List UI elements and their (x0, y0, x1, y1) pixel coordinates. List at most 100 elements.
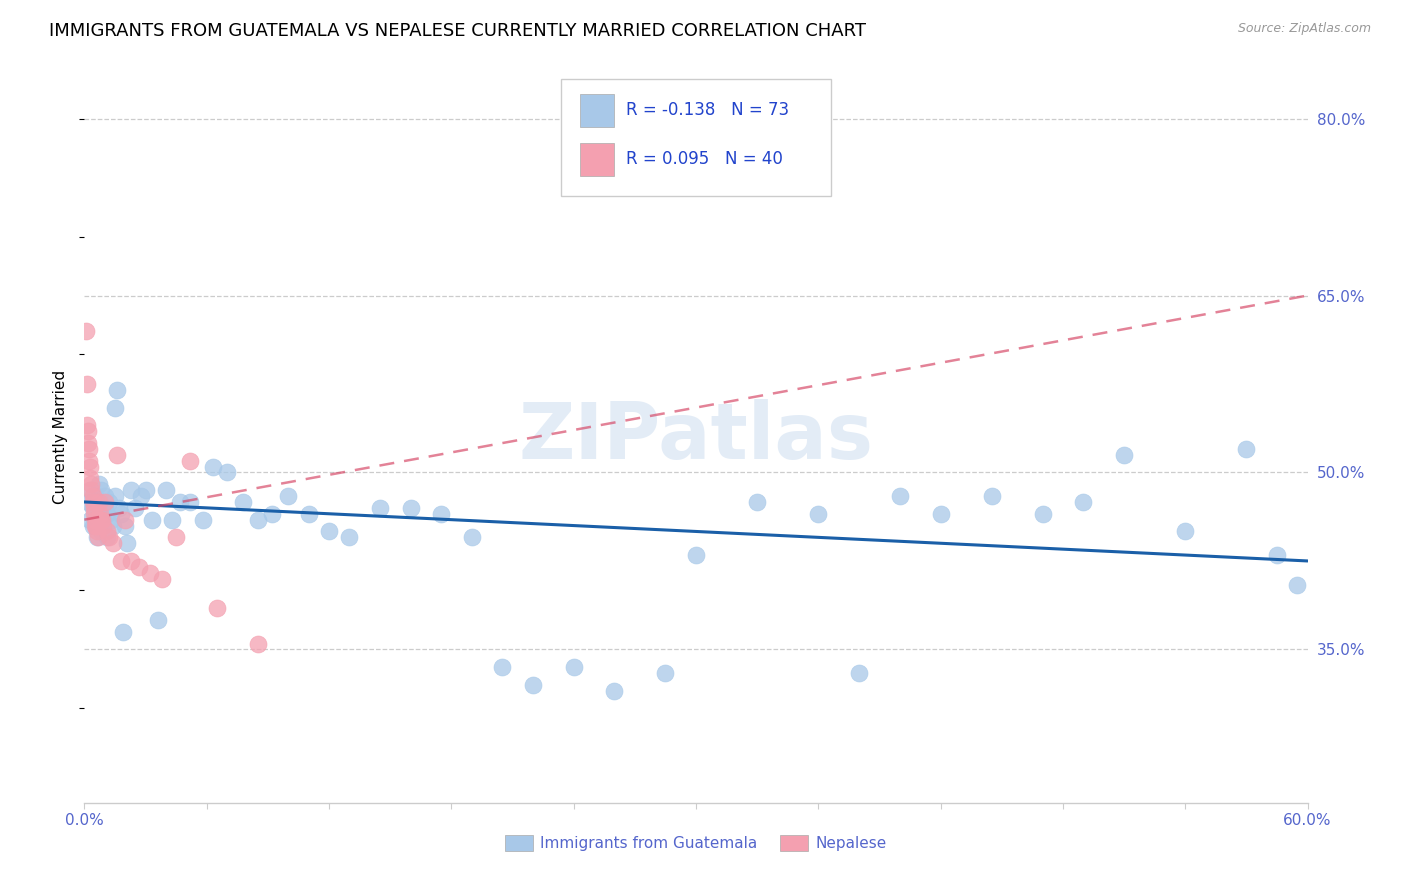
Point (83, 507, 105, 521)
Point (1174, 524, 1197, 539)
Point (96, 530, 118, 544)
Point (160, 513, 183, 527)
Point (169, 495, 191, 509)
Point (1073, 495, 1095, 509)
Point (246, 513, 269, 527)
Point (86, 524, 108, 539)
Point (298, 507, 321, 521)
Point (86, 495, 108, 509)
Point (84, 518, 107, 533)
Point (889, 489, 911, 503)
Point (105, 448, 128, 462)
Point (91, 507, 114, 521)
Point (131, 489, 153, 503)
Point (100, 513, 122, 527)
Point (82, 518, 104, 533)
Text: R = -0.138   N = 73: R = -0.138 N = 73 (626, 101, 789, 120)
Point (461, 530, 484, 544)
Point (101, 536, 124, 550)
Point (1265, 548, 1288, 562)
Point (105, 383, 128, 397)
Point (86, 530, 108, 544)
Point (75, 324, 97, 338)
Point (138, 566, 160, 580)
Point (90, 513, 112, 527)
Point (277, 489, 299, 503)
Point (146, 613, 169, 627)
Point (97, 530, 120, 544)
Point (120, 554, 142, 568)
Point (90, 513, 112, 527)
Point (76, 418, 98, 433)
Point (77, 436, 100, 450)
Point (86, 530, 108, 544)
Point (93, 489, 115, 503)
Point (603, 683, 626, 698)
Point (848, 666, 870, 681)
Point (747, 495, 769, 509)
Point (104, 489, 127, 503)
FancyBboxPatch shape (579, 94, 614, 127)
Point (1032, 507, 1054, 521)
Point (685, 548, 707, 562)
Point (205, 601, 228, 615)
Point (246, 636, 269, 650)
Point (562, 660, 585, 674)
Point (82, 489, 104, 503)
Point (104, 401, 127, 415)
Point (115, 536, 138, 550)
Point (79, 513, 101, 527)
Point (201, 459, 224, 474)
Point (522, 678, 544, 692)
Point (318, 524, 340, 539)
Point (82, 500, 104, 515)
Point (79, 483, 101, 498)
Point (82, 495, 104, 509)
FancyBboxPatch shape (561, 78, 831, 195)
Point (654, 666, 676, 681)
Legend: Immigrants from Guatemala, Nepalese: Immigrants from Guatemala, Nepalese (499, 830, 893, 857)
Point (135, 483, 157, 498)
Point (179, 453, 201, 467)
Point (97, 495, 120, 509)
Point (1236, 442, 1258, 456)
Point (80, 477, 103, 491)
Point (83, 513, 105, 527)
Point (929, 507, 952, 521)
Point (87, 495, 110, 509)
Point (179, 495, 201, 509)
Point (91, 518, 114, 533)
Point (110, 507, 132, 521)
Point (93, 500, 115, 515)
Point (83, 500, 105, 515)
Point (110, 554, 132, 568)
Point (165, 530, 187, 544)
Point (399, 500, 422, 515)
Point (79, 453, 101, 467)
Point (114, 513, 136, 527)
Point (141, 513, 163, 527)
Point (217, 466, 239, 480)
Point (491, 660, 513, 674)
Point (80, 483, 103, 498)
Text: ZIPatlas: ZIPatlas (519, 399, 873, 475)
Point (79, 471, 101, 485)
Text: R = 0.095   N = 40: R = 0.095 N = 40 (626, 150, 783, 168)
Point (90, 524, 112, 539)
Point (260, 507, 283, 521)
Point (79, 442, 101, 456)
Point (83, 507, 105, 521)
Y-axis label: Currently Married: Currently Married (53, 370, 69, 504)
Point (120, 483, 142, 498)
Point (83, 518, 105, 533)
Point (77, 495, 100, 509)
Point (1286, 577, 1309, 591)
Point (77, 424, 100, 438)
FancyBboxPatch shape (579, 143, 614, 176)
Point (368, 500, 391, 515)
Point (114, 518, 136, 533)
Point (96, 524, 118, 539)
Point (96, 507, 118, 521)
Point (87, 477, 110, 491)
Point (232, 495, 254, 509)
